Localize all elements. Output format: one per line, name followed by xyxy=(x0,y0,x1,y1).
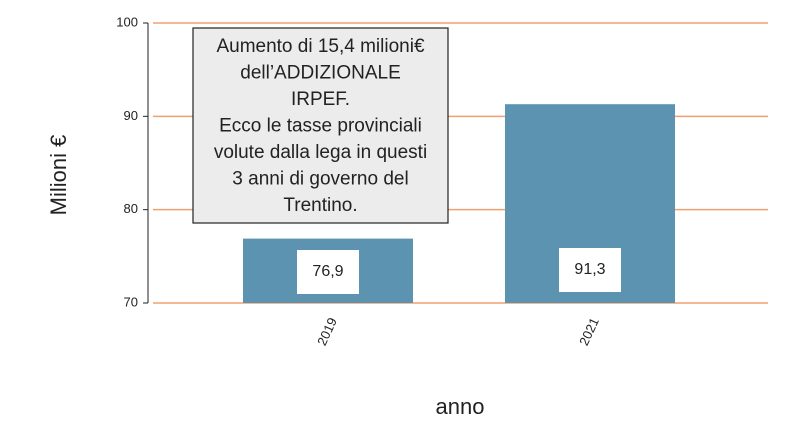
x-tick-label: 2021 xyxy=(576,315,602,348)
annotation-box xyxy=(192,27,449,224)
y-axis-label: Milioni € xyxy=(46,135,71,216)
annotation-line: Trentino. xyxy=(283,195,357,216)
y-tick-label: 70 xyxy=(124,294,138,309)
value-label-box xyxy=(559,248,621,292)
annotation-line: dell’ADDIZIONALE xyxy=(240,63,401,84)
x-axis-label: anno xyxy=(436,394,485,419)
y-tick-label: 100 xyxy=(116,14,138,29)
value-label: 76,9 xyxy=(312,263,343,280)
x-tick-label: 2019 xyxy=(314,315,340,348)
value-label-box xyxy=(297,250,359,294)
annotation-line: volute dalla lega in questi xyxy=(214,142,427,163)
annotation-line: Aumento di 15,4 milioni€ xyxy=(216,36,424,57)
annotation-line: Ecco le tasse provinciali xyxy=(219,116,422,137)
y-tick-label: 90 xyxy=(124,108,138,123)
annotation-line: IRPEF. xyxy=(291,89,350,110)
value-label: 91,3 xyxy=(574,261,605,278)
y-tick-label: 80 xyxy=(124,201,138,216)
annotation-line: 3 anni di governo del xyxy=(232,169,408,190)
